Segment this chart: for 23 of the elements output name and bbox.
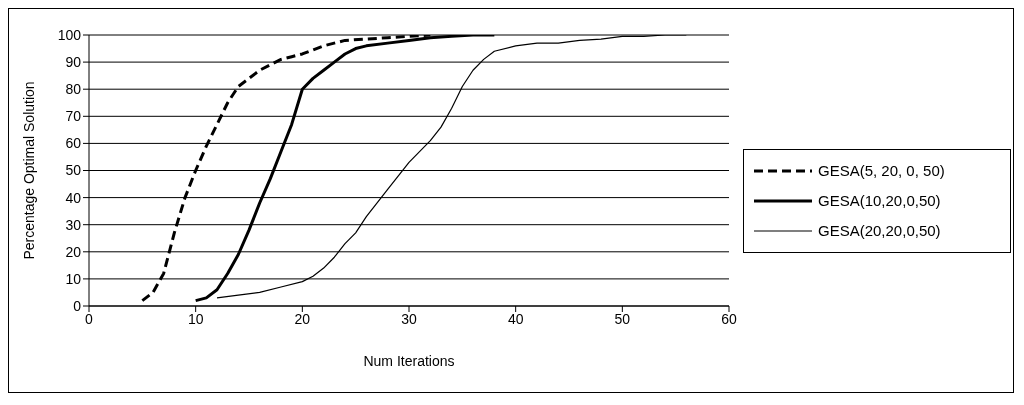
y-tick-label: 30 [65,216,82,233]
y-tick-label: 70 [65,108,82,125]
y-tick-label: 0 [73,297,82,314]
x-tick-label: 60 [721,310,737,327]
x-tick-label: 0 [85,310,94,327]
y-tick-label: 10 [65,270,82,287]
x-tick-label: 20 [294,310,311,327]
y-tick-label: 20 [65,243,82,260]
y-tick-label: 100 [57,26,82,43]
y-tick-label: 80 [65,81,82,98]
x-tick-label: 40 [507,310,524,327]
y-tick-label: 40 [65,189,82,206]
y-axis-title: Percentage Optimal Solution [20,81,37,260]
x-axis-title: Num Iterations [363,353,455,369]
legend-label: GESA(5, 20, 0, 50) [818,162,945,179]
legend-label: GESA(20,20,0,50) [818,222,941,239]
legend-label: GESA(10,20,0,50) [818,192,941,209]
y-tick-label: 90 [65,54,82,71]
y-tick-label: 60 [65,135,82,152]
x-tick-label: 10 [187,310,204,327]
x-tick-label: 30 [401,310,417,327]
y-tick-label: 50 [65,162,82,179]
x-tick-label: 50 [614,310,631,327]
